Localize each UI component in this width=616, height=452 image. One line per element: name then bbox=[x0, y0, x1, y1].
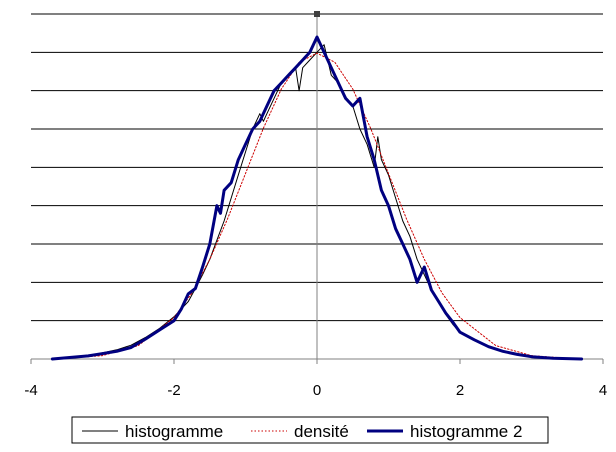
series-line-histogramme-2 bbox=[50, 35, 584, 361]
y-axis-top-marker bbox=[314, 11, 320, 17]
legend-box bbox=[71, 416, 549, 444]
series-line-densite bbox=[51, 52, 583, 360]
axes bbox=[30, 11, 604, 364]
legend-label: histogramme 2 bbox=[410, 422, 522, 441]
tick-labels: -4 -2 0 2 4 bbox=[24, 382, 607, 399]
series-lines bbox=[50, 35, 584, 361]
legend: histogramme densité histogramme 2 bbox=[71, 416, 549, 444]
x-tick-label: -2 bbox=[167, 382, 180, 399]
legend-label: histogramme bbox=[125, 422, 223, 441]
x-tick-label: 4 bbox=[599, 382, 607, 399]
legend-label: densité bbox=[294, 422, 349, 441]
x-tick-label: 0 bbox=[313, 382, 321, 399]
x-tick-label: 2 bbox=[456, 382, 464, 399]
x-tick-label: -4 bbox=[24, 382, 37, 399]
